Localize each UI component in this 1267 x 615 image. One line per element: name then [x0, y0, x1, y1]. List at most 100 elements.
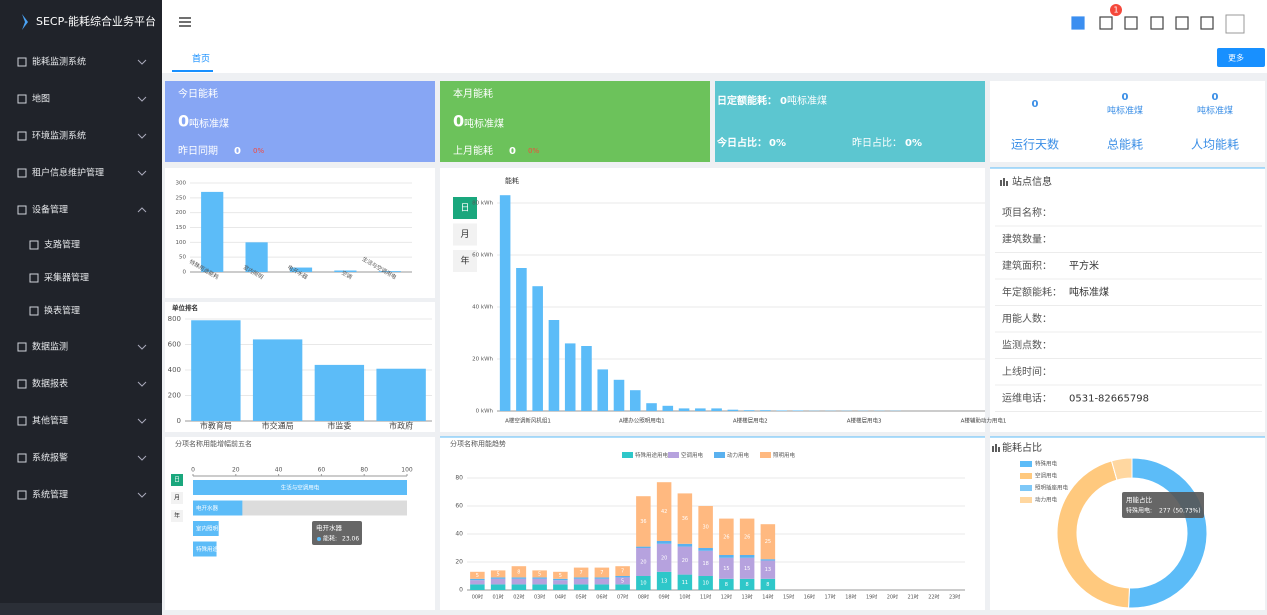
y-tick-label: 0	[177, 417, 181, 425]
segment-label: 20	[661, 555, 667, 561]
bar-background	[193, 500, 407, 516]
menu-icon	[29, 306, 39, 316]
label: 吨标准煤	[189, 117, 229, 130]
legend-swatch	[1020, 461, 1032, 467]
menu-icon	[17, 490, 27, 500]
axis-title: 能耗	[505, 176, 519, 185]
tab[interactable]: 首页	[192, 53, 210, 65]
x-tick-label: 01时	[492, 594, 503, 601]
menu-item[interactable]: 租户信息维护管理	[32, 167, 104, 179]
info-value: 0531-82665798	[1069, 394, 1149, 405]
y-tick-label: 80 kWh	[472, 201, 493, 207]
menu-item[interactable]: 系统管理	[32, 489, 68, 501]
legend-label: 照明用电	[773, 451, 796, 459]
bar-segment	[636, 546, 651, 548]
bar	[695, 408, 706, 411]
period-button-text[interactable]: 年	[174, 512, 180, 520]
bar-segment	[719, 557, 734, 579]
y-tick-label: 600	[168, 341, 181, 349]
menu-item[interactable]: 采集器管理	[44, 272, 89, 284]
bar	[646, 403, 657, 411]
menu-item[interactable]: 设备管理	[32, 204, 68, 216]
period-button-text[interactable]: 月	[460, 229, 469, 240]
menu-item[interactable]: 其他管理	[32, 415, 68, 427]
period-button-text[interactable]: 日	[460, 203, 469, 214]
bar	[193, 541, 217, 557]
x-tick-label: 17时	[824, 594, 835, 601]
menu-item[interactable]: 系统报警	[32, 452, 68, 464]
legend-swatch	[1020, 473, 1032, 479]
bar-segment	[573, 578, 589, 585]
menu-icon	[17, 168, 27, 178]
stat-card	[165, 81, 435, 162]
bar	[201, 191, 224, 272]
info-value: 平方米	[1069, 259, 1099, 272]
x-tick-label: 16时	[804, 594, 815, 601]
bar-segment	[470, 580, 485, 585]
label: 本月能耗	[453, 87, 493, 100]
label: 今日占比：	[716, 136, 767, 149]
bar-segment	[719, 518, 734, 555]
label: 0	[1032, 99, 1039, 110]
menu-item[interactable]: 数据监测	[32, 341, 68, 353]
menu-icon	[29, 273, 39, 283]
menu-item[interactable]: 地图	[32, 93, 50, 105]
period-button-text[interactable]: 月	[174, 495, 180, 502]
segment-label: 5	[621, 578, 624, 584]
y-tick-label: 20	[455, 559, 463, 566]
menu-item[interactable]: 支路管理	[44, 239, 80, 251]
y-tick-label: 80	[455, 475, 463, 482]
segment-label: 26	[723, 534, 729, 540]
bar-segment	[553, 571, 568, 579]
label: 0	[1212, 92, 1219, 103]
period-button-text[interactable]: 日	[174, 477, 180, 484]
segment-label: 5	[497, 571, 500, 577]
bar-segment	[532, 578, 547, 585]
stat-value: 0	[453, 112, 464, 131]
x-tick-label: A楼办公照明用电1	[619, 417, 665, 425]
menu-item[interactable]: 换表管理	[44, 305, 80, 317]
bar-segment	[511, 578, 527, 585]
menu-icon	[17, 57, 27, 67]
y-tick-label: 800	[168, 315, 181, 323]
bar-segment	[719, 578, 734, 590]
period-button[interactable]	[453, 197, 477, 219]
label: 0%	[528, 147, 539, 155]
bar-segment	[698, 576, 713, 590]
segment-label: 5	[538, 571, 541, 577]
period-button[interactable]	[453, 223, 477, 246]
bar	[776, 410, 787, 411]
bar	[760, 410, 771, 411]
bar-segment	[677, 543, 693, 547]
legend-label: 特殊用电	[1035, 460, 1058, 468]
bar-segment	[739, 578, 755, 590]
bar-segment	[470, 578, 485, 581]
menu-chevron	[137, 418, 147, 424]
bar-segment	[532, 577, 547, 579]
y-tick-label: 300	[176, 181, 187, 187]
menu-item[interactable]: 环境监测系统	[32, 130, 86, 142]
period-button-text[interactable]: 年	[460, 255, 469, 267]
more-button-text[interactable]: 更多	[1228, 53, 1244, 63]
period-button[interactable]	[453, 250, 477, 272]
y-tick-label: 60	[455, 503, 463, 510]
info-label: 建筑数量：	[1002, 233, 1052, 246]
segment-label: 26	[744, 534, 750, 540]
x-tick-label: 03时	[534, 594, 545, 601]
y-tick-label: 200	[168, 392, 181, 400]
bar-segment	[760, 559, 776, 561]
period-button[interactable]	[171, 474, 183, 486]
x-tick-label: 19时	[866, 594, 877, 601]
chart-title: 单位排名	[172, 303, 198, 312]
bar-segment	[511, 566, 527, 578]
quota-card	[715, 81, 985, 162]
legend-swatch	[1020, 485, 1032, 491]
menu-item[interactable]: 能耗监测系统	[32, 56, 86, 68]
header-icon	[1200, 16, 1214, 30]
period-button[interactable]	[171, 492, 183, 504]
menu-item[interactable]: 数据报表	[32, 378, 68, 390]
header-icon	[1071, 16, 1085, 30]
header-icon	[1124, 16, 1138, 30]
bar-segment	[636, 548, 651, 576]
period-button[interactable]	[171, 510, 183, 522]
